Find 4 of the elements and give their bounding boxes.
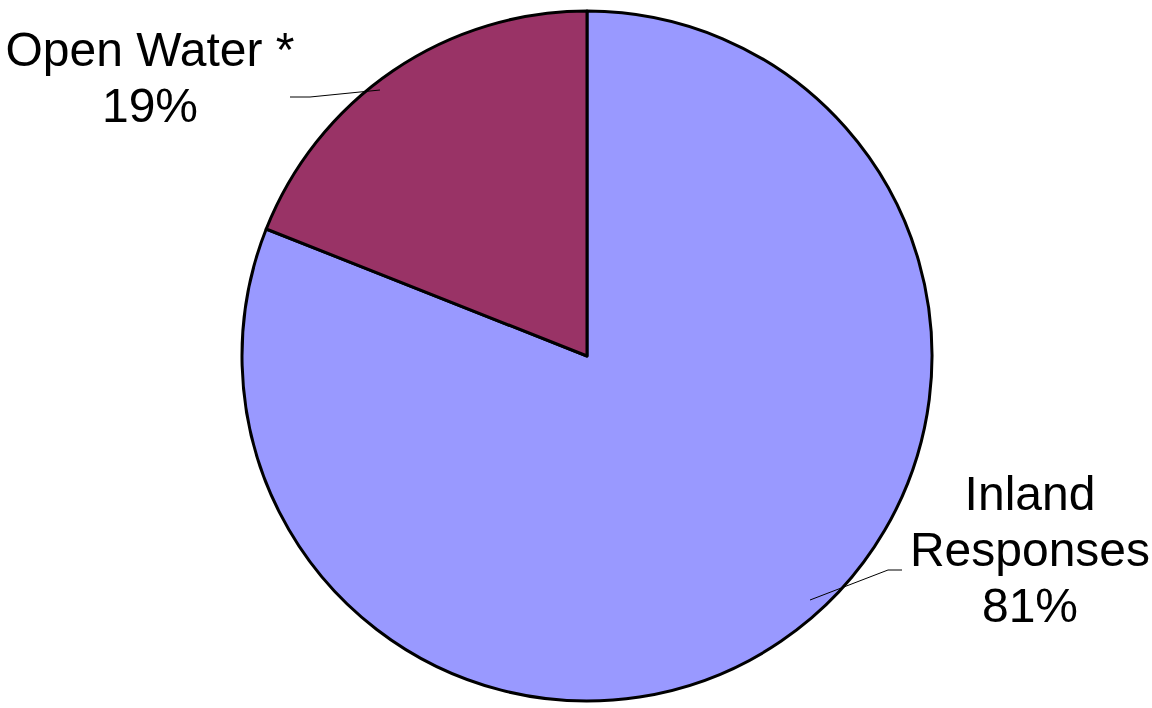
data-label: 19%	[101, 79, 199, 132]
slice-label: Inland Responses	[909, 467, 1151, 576]
data-label: 81%	[981, 579, 1079, 632]
slice-label: Open Water *	[5, 23, 295, 76]
